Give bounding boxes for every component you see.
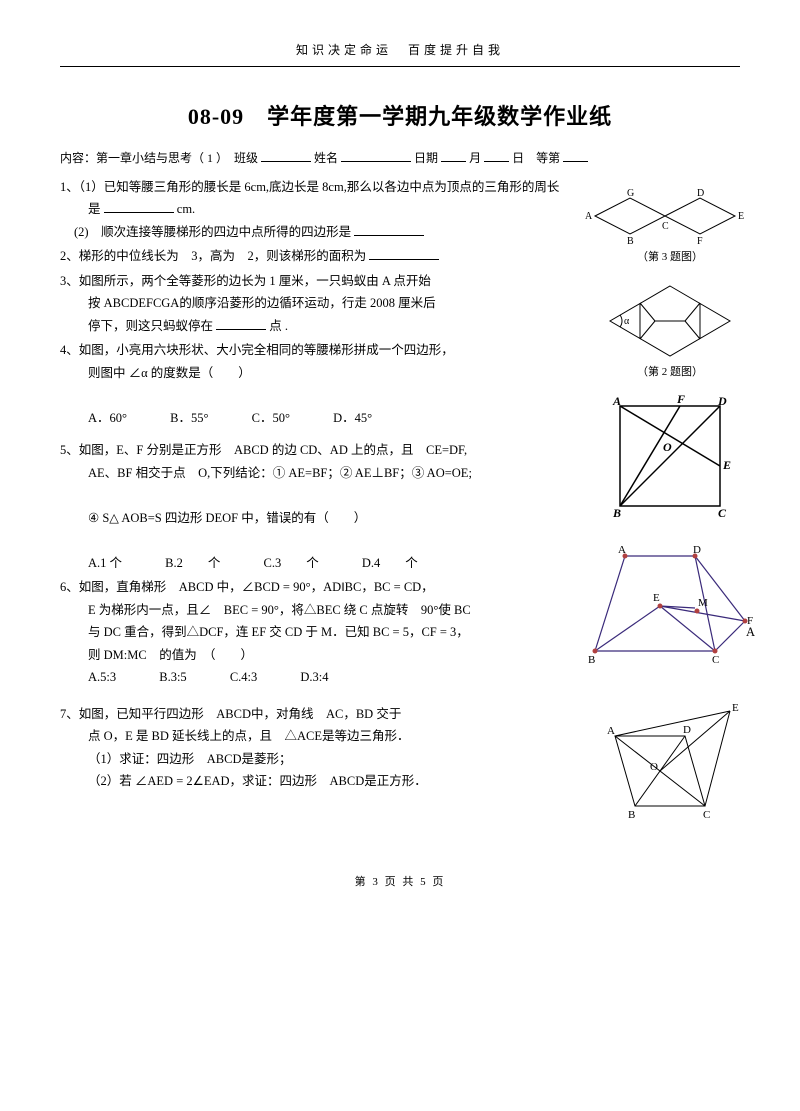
blank-q3 [216, 329, 266, 330]
q5-optC: C.3 个 [264, 552, 319, 575]
blank-month [441, 161, 466, 162]
q4-optD: D．45° [333, 407, 372, 430]
content: A B C F E D G （第 3 题图） [60, 176, 740, 793]
lbl7-B: B [628, 809, 635, 821]
q1-unit: cm. [177, 202, 195, 216]
q3-g: 点 . [269, 319, 288, 333]
q5-optD: D.4 个 [362, 552, 418, 575]
q4-b: 则图中 ∠α 的度数是（ ） [60, 366, 251, 380]
q3-e: 2008 厘米后 [370, 296, 436, 310]
q4-opts: A．60° B．55° C．50° D．45° [60, 411, 412, 425]
figure-q5: A F D E C B O [580, 391, 760, 521]
caption-q4: （第 2 题图） [580, 363, 760, 383]
figure-q4: α （第 2 题图） [580, 281, 760, 383]
lbl5-C: C [718, 506, 727, 520]
lbl6-A: A [618, 544, 626, 556]
q1-p1b: 是 [60, 202, 101, 216]
lbl7-A: A [607, 725, 615, 737]
blank-q1b [354, 235, 424, 236]
lbl-F: F [697, 236, 703, 246]
lbl6-E: E [653, 592, 660, 604]
page-title: 08-09 学年度第一学期九年级数学作业纸 [60, 97, 740, 137]
q6-optA: A.5:3 [88, 666, 116, 689]
info-name: 姓名 [314, 151, 338, 165]
lbl-E: E [738, 211, 744, 222]
q6-opts: A.5:3 B.3:5 C.4:3 D.3:4 [60, 670, 369, 684]
q1-v1: 6cm,底边长是 [244, 180, 319, 194]
q5-optB: B.2 个 [165, 552, 220, 575]
figure-q6: A D B C E F M [580, 541, 760, 671]
lbl5-A: A [612, 394, 621, 408]
q4-optC: C．50° [252, 407, 290, 430]
lbl7-C: C [703, 809, 710, 821]
info-date: 日期 [414, 151, 438, 165]
lbl6-M: M [698, 597, 708, 609]
q6-optC: C.4:3 [230, 666, 257, 689]
q4-optA: A．60° [88, 407, 127, 430]
lbl5-D: D [717, 394, 727, 408]
lbl7-E: E [732, 702, 739, 714]
blank-q1a [104, 212, 174, 213]
q1-p1a: 1、（1）已知等腰三角形的腰长是 [60, 180, 241, 194]
q6-a: 6、如图，直角梯形 ABCD 中，∠BCD = 90°，AD‖BC，BC = C… [60, 580, 434, 594]
lbl7-O: O [650, 761, 658, 773]
header-rule [60, 66, 740, 67]
lbl-D: D [697, 188, 704, 199]
q3-a: 3、如图所示，两个全等菱形的边长为 [60, 274, 266, 288]
q5-a: 5、如图，E、F 分别是正方形 ABCD 的边 CD、AD 上的点，且 CE=D… [60, 443, 467, 457]
lbl6-B: B [588, 654, 595, 666]
caption-q3: （第 3 题图） [580, 248, 760, 268]
info-suffix: ） 班级 [216, 151, 258, 165]
lbl6-D: D [693, 544, 701, 556]
q5-c: ④ S△ AOB=S 四边形 DEOF 中，错误的有（ ） [60, 511, 366, 525]
lbl5-O: O [663, 440, 672, 454]
q6-c: 与 DC 重合，得到△DCF，连 EF 交 CD 于 M．已知 BC = 5，C… [60, 625, 469, 639]
lbl-B: B [627, 236, 634, 246]
lbl5-F: F [676, 392, 685, 406]
q5-opts: A.1 个 B.2 个 C.3 个 D.4 个 [60, 556, 458, 570]
q6-optB: B.3:5 [159, 666, 186, 689]
blank-name [341, 161, 411, 162]
q7-b: 点 O，E 是 BD 延长线上的点，且 △ACE是等边三角形． [60, 729, 410, 743]
blank-q2 [369, 259, 439, 260]
q3-c: A 点开始 [382, 274, 431, 288]
info-day: 日 等第 [512, 151, 560, 165]
q3-b: 1 厘米，一只蚂蚁由 [269, 274, 378, 288]
info-num: 1 [207, 151, 213, 165]
blank-grade [563, 161, 588, 162]
info-line: 内容：第一章小结与思考（ 1 ） 班级 姓名 日期 月 日 等第 [60, 148, 740, 170]
lbl5-B: B [612, 506, 621, 520]
lbl-A: A [585, 211, 593, 222]
q3-f: 停下，则这只蚂蚁停在 [60, 319, 213, 333]
q7-a: 7、如图，已知平行四边形 ABCD中，对角线 AC，BD 交于 [60, 707, 401, 721]
q6-optD: D.3:4 [300, 666, 328, 689]
figure-q3: A B C F E D G （第 3 题图） [580, 186, 760, 268]
info-month: 月 [469, 151, 481, 165]
figure-q7: A D B C E O [580, 696, 760, 826]
blank-class [261, 161, 311, 162]
blank-day [484, 161, 509, 162]
q7-c: （1）求证：四边形 ABCD是菱形； [60, 752, 291, 766]
lbl5-E: E [722, 458, 731, 472]
lbl-G: G [627, 188, 634, 199]
info-prefix: 内容：第一章小结与思考（ [60, 151, 204, 165]
q4-a: 4、如图，小亮用六块形状、大小完全相同的等腰梯形拼成一个四边形， [60, 343, 454, 357]
lbl-alpha: α [624, 316, 630, 327]
page-footer: 第 3 页 共 5 页 [60, 873, 740, 893]
header-motto: 知识决定命运 百度提升自我 [60, 40, 740, 62]
q5-b: AE、BF 相交于点 O,下列结论：① AE=BF；② AE⊥BF；③ AO=O… [60, 466, 472, 480]
lbl7-D: D [683, 724, 691, 736]
q1-v2: 8cm,那么以各边中点为顶点的三角形的周长 [322, 180, 559, 194]
q2-text: 2、梯形的中位线长为 3，高为 2，则该梯形的面积为 [60, 249, 366, 263]
lbl6-C: C [712, 654, 719, 666]
q1-p2: (2) 顺次连接等腰梯形的四边中点所得的四边形是 [60, 225, 351, 239]
q7-d: （2）若 ∠AED = 2∠EAD，求证：四边形 ABCD是正方形． [60, 774, 427, 788]
q3-d: 按 ABCDEFCGA的顺序沿菱形的边循环运动，行走 [60, 296, 367, 310]
q5-optA: A.1 个 [88, 552, 122, 575]
lbl-C: C [662, 221, 669, 232]
q6-b: E 为梯形内一点，且∠ BEC = 90°，将△BEC 绕 C 点旋转 90°使… [60, 603, 471, 617]
q4-optB: B．55° [170, 407, 208, 430]
q6-d: 则 DM:MC 的值为 （ ） [60, 648, 253, 662]
